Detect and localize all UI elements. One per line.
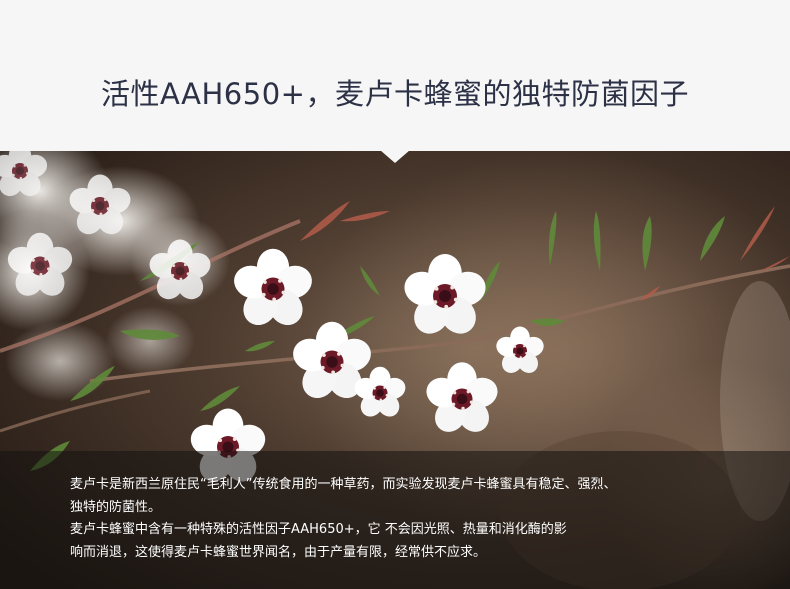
page-title: 活性AAH650+，麦卢卡蜂蜜的独特防菌因子 bbox=[101, 77, 689, 111]
caption-line: 独特的防菌性。 bbox=[70, 499, 162, 515]
pointer-notch bbox=[380, 150, 410, 163]
caption-line: 麦卢卡是新西兰原住民“毛利人”传统食用的一种草药，而实验发现麦卢卡蜂蜜具有稳定、… bbox=[70, 477, 617, 492]
caption-line: 响而消退，这使得麦卢卡蜂蜜世界闻名，由于产量有限，经常供不应求。 bbox=[70, 544, 487, 560]
header-band: 活性AAH650+，麦卢卡蜂蜜的独特防菌因子 bbox=[0, 0, 790, 151]
caption-overlay bbox=[0, 451, 790, 589]
caption-line: 麦卢卡蜂蜜中含有一种特殊的活性因子AAH650+，它 不会因光照、热量和消化酶的… bbox=[70, 522, 567, 537]
caption-text: 麦卢卡是新西兰原住民“毛利人”传统食用的一种草药，而实验发现麦卢卡蜂蜜具有稳定、… bbox=[70, 474, 740, 564]
